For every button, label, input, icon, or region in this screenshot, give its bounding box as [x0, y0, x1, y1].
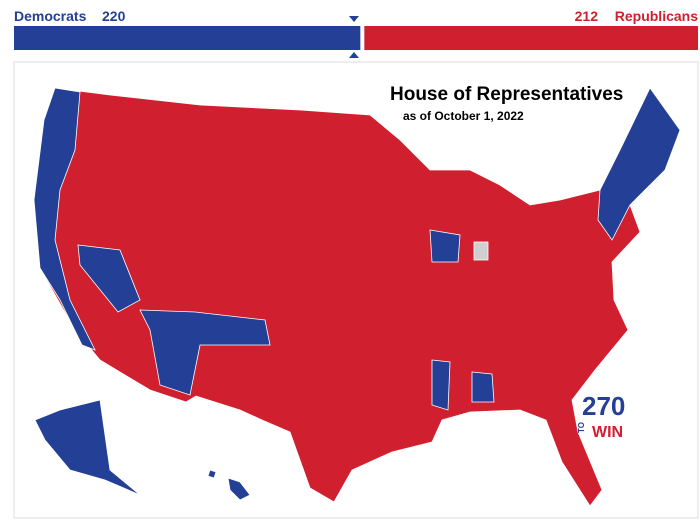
democrats-label: Democrats — [14, 8, 87, 24]
logo-number: 270 — [582, 391, 625, 421]
us-map — [33, 87, 681, 507]
nevada — [77, 244, 141, 313]
logo-word: WIN — [592, 424, 623, 441]
mainland — [33, 87, 681, 507]
democrats-seats: 220 — [102, 8, 126, 24]
republicans-seats: 212 — [575, 8, 599, 24]
mississippi — [431, 359, 451, 411]
democrats-bar — [14, 26, 361, 50]
republicans-label: Republicans — [615, 8, 698, 24]
west-coast — [33, 87, 96, 351]
georgia — [471, 371, 495, 403]
hawaii — [227, 477, 251, 501]
majority-marker — [349, 52, 359, 58]
republicans-bar — [364, 26, 698, 50]
seat-bar — [14, 26, 698, 50]
map-subtitle: as of October 1, 2022 — [403, 109, 524, 123]
vacant-district — [473, 241, 489, 261]
hawaii — [207, 469, 217, 479]
logo-small: TO — [577, 422, 586, 433]
map-title: House of Representatives — [390, 84, 623, 105]
illinois — [429, 229, 461, 263]
majority-marker — [349, 16, 359, 22]
arizona-newmexico — [139, 309, 271, 396]
new-england — [597, 87, 681, 241]
alaska — [34, 399, 141, 496]
